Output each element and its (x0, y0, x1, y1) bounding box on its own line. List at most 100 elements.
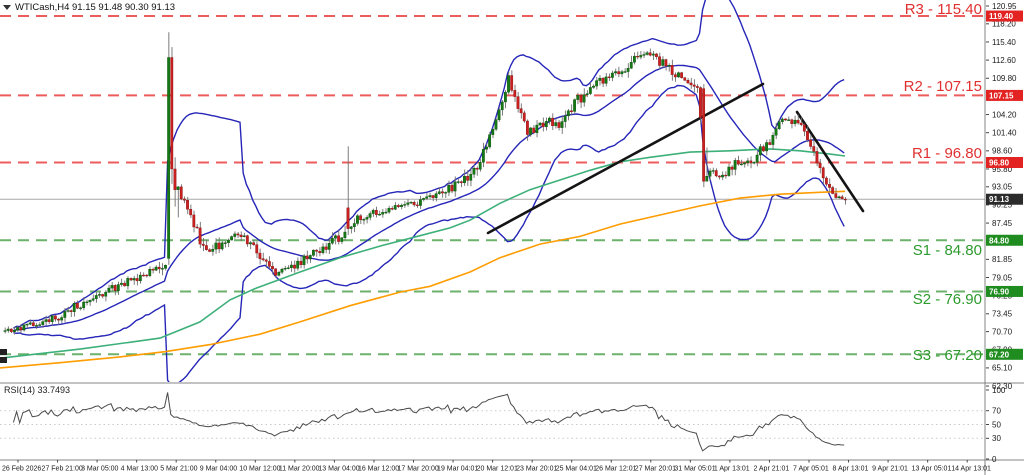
candle-body (843, 198, 847, 201)
price-tick-label: 109.80 (992, 74, 1017, 83)
rsi-tick-label: 100 (992, 386, 1006, 395)
candle-body (488, 134, 492, 148)
candle-body (192, 214, 196, 228)
candle-body (730, 166, 734, 170)
candle-body (205, 245, 208, 250)
rsi-tick-label: 50 (992, 420, 1001, 429)
candle-body (585, 93, 589, 95)
candle-body (765, 142, 768, 152)
candle-body (409, 202, 413, 204)
level-label-r3: R3 - 115.40 (904, 1, 982, 18)
candle-body (645, 52, 649, 55)
candle-body (403, 204, 407, 206)
candle-body (604, 76, 608, 84)
candle-body (69, 310, 73, 312)
price-tick-label: 104.20 (992, 110, 1017, 119)
candle-body (793, 119, 797, 124)
candle-body (714, 170, 718, 177)
candle-body (522, 112, 526, 122)
price-tick-label: 87.45 (992, 219, 1013, 228)
rsi-tick-label: 70 (992, 407, 1001, 416)
time-tick-label: 20 Mar 12:01 (477, 466, 518, 473)
candle-body (450, 184, 454, 192)
candle-body (113, 285, 117, 291)
candle-body (60, 317, 64, 321)
candle-body (598, 78, 602, 81)
candle-body (334, 235, 337, 239)
candle-body (475, 167, 479, 170)
candle-body (346, 207, 350, 229)
price-tick-label: 90.25 (992, 201, 1013, 210)
level-r2-badge (986, 89, 1023, 101)
candle-body (214, 242, 218, 250)
candle-body (689, 82, 693, 86)
candle-body (302, 255, 306, 266)
price-tick-label: 95.80 (992, 165, 1013, 174)
time-tick-label: 27 Feb 21:00 (42, 466, 83, 473)
candle-body (749, 160, 753, 164)
candle-body (774, 128, 778, 136)
price-tick-label: 79.05 (992, 273, 1013, 282)
candle-body (670, 65, 674, 75)
candle-body (337, 235, 340, 242)
candle-body (724, 174, 728, 177)
candle-body (579, 95, 583, 103)
candle-body (806, 131, 809, 140)
candle-body (85, 301, 89, 304)
candle-body (472, 167, 476, 175)
candle-body (107, 287, 111, 293)
candle-body (258, 252, 262, 259)
current-price-badge (986, 193, 1023, 205)
candle-body (283, 267, 287, 270)
time-tick-label: 10 Mar 12:00 (239, 466, 280, 473)
candle-body (227, 239, 230, 243)
candle-body (692, 84, 696, 87)
candle-body (343, 231, 347, 239)
candle-body (368, 213, 372, 218)
chart-title-bar: WTICash,H4 91.15 91.48 90.30 91.13 (3, 2, 175, 13)
candle-body (135, 278, 139, 282)
level-label-r1: R1 - 96.80 (911, 145, 982, 162)
rsi-tick-label: 0 (992, 455, 997, 464)
time-tick-label: 25 Mar 04:01 (556, 466, 597, 473)
level-s3-badge-label: 67.20 (989, 350, 1010, 359)
candle-body (721, 174, 724, 178)
candle-body (437, 191, 441, 194)
candle-body (208, 249, 211, 252)
candle-body (406, 202, 410, 205)
candle-body (249, 242, 252, 245)
candle-body (441, 191, 444, 194)
candle-body (557, 122, 561, 128)
level-r1-badge-label: 96.80 (989, 158, 1010, 167)
candle-body (223, 242, 227, 244)
candle-body (588, 87, 592, 94)
candle-body (230, 236, 233, 241)
chart-edge-marker (0, 357, 7, 363)
price-tick-label: 65.10 (992, 364, 1013, 373)
candle-body (160, 268, 164, 270)
candle-body (236, 233, 240, 236)
candle-body (63, 311, 67, 318)
candle-body (186, 200, 189, 210)
candle-body (66, 310, 70, 312)
candle-body (82, 301, 86, 309)
candle-body (6, 328, 10, 331)
candle-body (381, 212, 385, 215)
candle-body (695, 86, 699, 88)
candle-body (384, 211, 388, 214)
candle-body (120, 282, 123, 285)
candle-body (661, 59, 665, 66)
time-tick-label: 11 Mar 20:00 (279, 466, 320, 473)
candle-body (396, 205, 400, 207)
candle-body (601, 78, 605, 84)
time-tick-label: 27 Mar 20:01 (635, 466, 676, 473)
level-r1-badge (986, 156, 1023, 168)
bollinger-upper-line (13, 0, 845, 329)
time-tick-label: 5 Mar 21:00 (160, 466, 197, 473)
time-tick-label: 4 Mar 13:00 (121, 466, 158, 473)
candle-body (636, 55, 639, 58)
candle-body (154, 266, 158, 271)
candle-body (576, 95, 580, 100)
candle-body (673, 74, 677, 78)
